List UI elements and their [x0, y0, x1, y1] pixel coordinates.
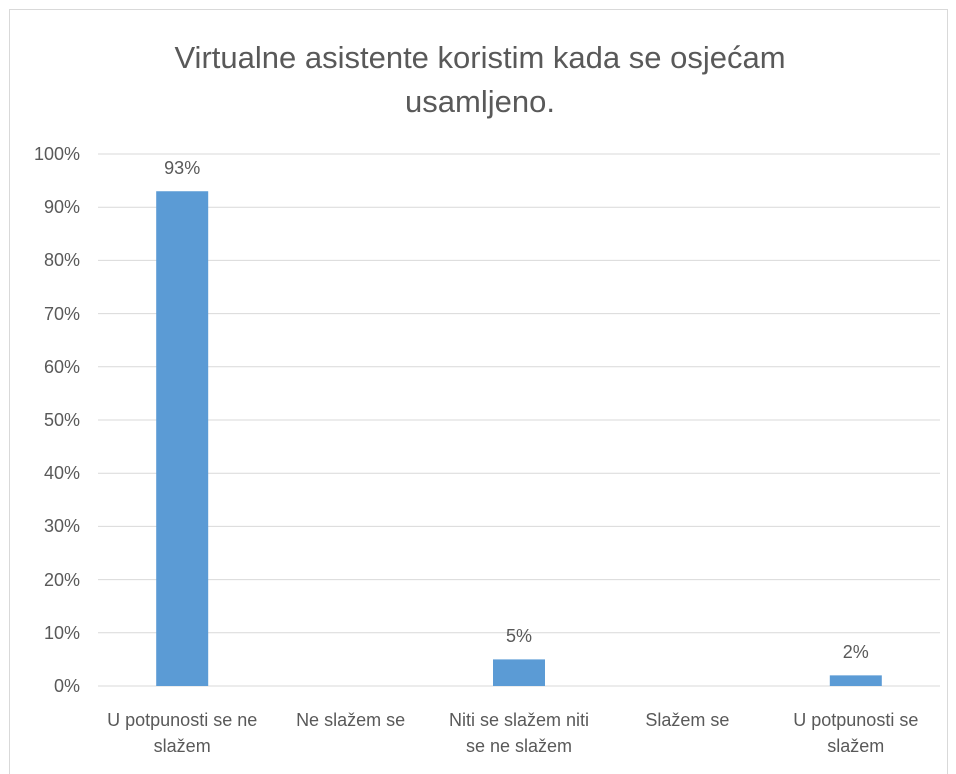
x-tick-label: Ne slažem se — [296, 710, 406, 730]
y-tick-label: 30% — [43, 516, 80, 537]
data-label: 93% — [164, 158, 201, 179]
data-label: 2% — [842, 642, 869, 663]
y-tick-label: 70% — [43, 303, 80, 324]
y-tick-label: 80% — [43, 250, 80, 271]
bar — [156, 191, 209, 687]
y-tick-label: 90% — [43, 197, 80, 218]
bar — [829, 675, 882, 686]
bar — [493, 659, 545, 686]
y-tick-label: 40% — [43, 463, 80, 484]
x-tick-label: Slažem se — [645, 710, 730, 730]
x-tick-label: U potpunosti se slažem — [793, 710, 919, 756]
y-tick-label: 100% — [33, 144, 80, 164]
y-tick-label: 60% — [43, 356, 80, 377]
y-tick-label: 20% — [43, 569, 80, 590]
x-tick-label: Niti se slažem niti se ne slažem — [448, 710, 590, 756]
chart-title: Virtualne asistente koristim kada se osj… — [174, 40, 786, 119]
y-tick-label: 50% — [43, 410, 80, 430]
y-tick-label: 0% — [53, 676, 80, 696]
data-label: 5% — [505, 626, 532, 647]
chart-border — [9, 9, 948, 774]
y-tick-label: 10% — [43, 622, 80, 643]
x-tick-label: U potpunosti se ne slažem — [107, 710, 258, 756]
